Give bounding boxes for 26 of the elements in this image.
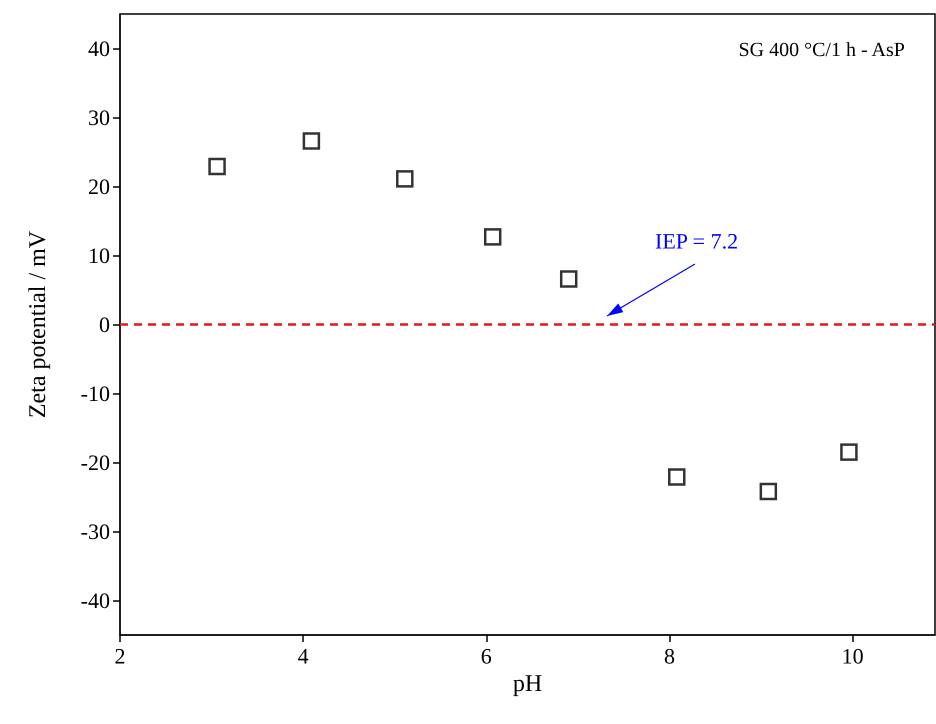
x-tick-label: 6 (480, 644, 492, 668)
x-tick-label: 8 (664, 644, 675, 668)
y-axis-title: Zeta potential / mV (25, 230, 51, 418)
point (396, 170, 414, 188)
point (840, 443, 858, 461)
y-tick-label: -30 (80, 519, 110, 544)
point (484, 228, 502, 246)
y-tick-label: -40 (80, 588, 110, 613)
annotation: SG 400 °C/1 h - AsP (738, 39, 905, 61)
y-tick-label: 30 (88, 105, 110, 130)
x-tick-label: 4 (298, 644, 309, 668)
x-tick-label: 2 (114, 644, 126, 668)
y-tick-label: 0 (99, 312, 110, 337)
x-tick-label: 10 (842, 644, 864, 668)
x-axis-title: pH (512, 670, 542, 697)
point (560, 270, 578, 288)
y-tick-label: -20 (80, 450, 110, 475)
point (668, 468, 686, 486)
y-tick-label: 10 (88, 243, 110, 268)
annotation: IEP = 7.2 (655, 228, 738, 254)
point (760, 482, 778, 500)
point (302, 132, 320, 150)
y-tick-label: 40 (88, 36, 110, 61)
y-tick-label: 20 (88, 174, 110, 199)
point (208, 158, 226, 176)
y-tick-label: -10 (80, 381, 110, 406)
